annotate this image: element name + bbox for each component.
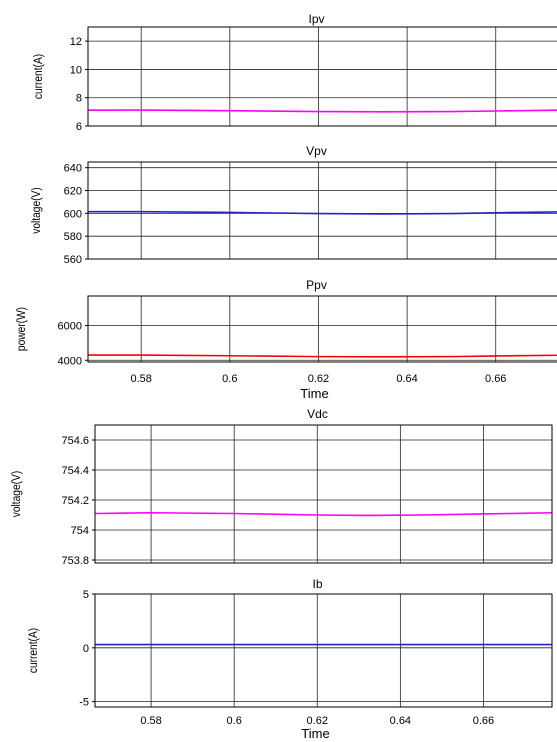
panel-vpv: 560 580 600 620 640 Vpv voltage(V) bbox=[30, 144, 557, 266]
chart-title: Vpv bbox=[306, 144, 327, 158]
series-line bbox=[88, 354, 557, 358]
ytick-label: 754.2 bbox=[61, 495, 89, 507]
y-axis-label: current(A) bbox=[27, 628, 40, 674]
ytick-label: 754.4 bbox=[61, 465, 89, 477]
ytick-label: 754.6 bbox=[61, 435, 89, 447]
chart-title: Ib bbox=[312, 577, 322, 591]
ytick-label: 6 bbox=[76, 121, 82, 133]
ytick-label: 6000 bbox=[58, 321, 82, 333]
y-axis-label: current(A) bbox=[32, 54, 45, 100]
plot-area bbox=[95, 425, 552, 563]
panel-ppv: 4000 6000 0.58 0.6 0.62 0.64 0.66 Ppv power(W) Ti… bbox=[15, 278, 557, 401]
ytick-label: 754 bbox=[71, 525, 89, 537]
xtick-label: 0.58 bbox=[130, 373, 151, 385]
ytick-label: 753.8 bbox=[61, 555, 89, 567]
ytick-label: 5 bbox=[83, 589, 89, 601]
chart-title: Ipv bbox=[308, 12, 324, 26]
axes-frame bbox=[94, 593, 553, 708]
plot-area bbox=[88, 296, 557, 362]
axes-frame bbox=[87, 161, 557, 260]
series-line bbox=[88, 210, 557, 215]
ytick-label: 10 bbox=[70, 64, 82, 76]
ytick-label: 620 bbox=[64, 186, 82, 198]
chart-title: Vdc bbox=[307, 407, 328, 421]
xtick-label: 0.6 bbox=[222, 373, 237, 385]
ytick-label: 640 bbox=[64, 163, 82, 175]
xtick-label: 0.64 bbox=[396, 373, 417, 385]
ytick-label: 4000 bbox=[58, 355, 82, 367]
ytick-label: 560 bbox=[64, 254, 82, 266]
xtick-label: 0.58 bbox=[140, 715, 161, 727]
y-axis-label: voltage(V) bbox=[10, 471, 23, 518]
x-axis-label: Time bbox=[300, 386, 328, 401]
xtick-label: 0.66 bbox=[473, 715, 494, 727]
y-axis-label: voltage(V) bbox=[30, 187, 43, 234]
axes-frame bbox=[87, 26, 557, 127]
ytick-label: -5 bbox=[79, 697, 89, 709]
ytick-label: 580 bbox=[64, 231, 82, 243]
series-line bbox=[87, 109, 557, 113]
panel-ipv: 6 8 10 12 Ipv current(A) bbox=[32, 12, 557, 133]
panel-ib: -5 0 5 0.58 0.6 0.62 0.64 0.66 Ib current(A) Time bbox=[27, 577, 553, 741]
x-axis-label: Time bbox=[301, 726, 329, 741]
ytick-label: 8 bbox=[76, 93, 82, 105]
y-axis-label: power(W) bbox=[15, 307, 28, 351]
ytick-label: 12 bbox=[70, 36, 82, 48]
ytick-label: 0 bbox=[83, 643, 89, 655]
xtick-label: 0.64 bbox=[390, 715, 411, 727]
axes-frame bbox=[87, 295, 557, 363]
axes-frame bbox=[94, 424, 553, 564]
xtick-label: 0.62 bbox=[308, 373, 329, 385]
xtick-label: 0.6 bbox=[227, 715, 242, 727]
panel-vdc: 753.8 754 754.2 754.4 754.6 Vdc voltage(V) bbox=[10, 407, 553, 567]
plot-area bbox=[88, 162, 557, 259]
ytick-label: 600 bbox=[64, 208, 82, 220]
xtick-label: 0.66 bbox=[485, 373, 506, 385]
series-line bbox=[94, 511, 553, 517]
xtick-label: 0.62 bbox=[307, 715, 328, 727]
chart-title: Ppv bbox=[306, 278, 327, 292]
plot-area bbox=[95, 594, 552, 707]
